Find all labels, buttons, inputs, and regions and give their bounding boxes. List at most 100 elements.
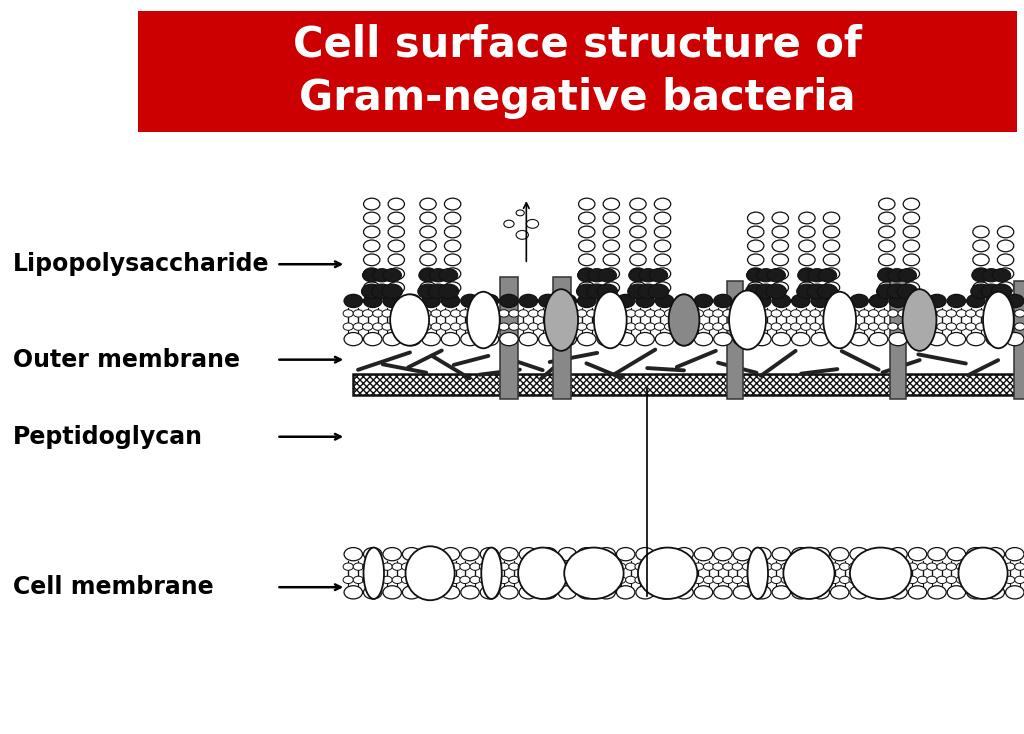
- Circle shape: [444, 226, 461, 238]
- Circle shape: [509, 323, 519, 330]
- Circle shape: [615, 563, 626, 570]
- Circle shape: [928, 333, 946, 346]
- Circle shape: [823, 268, 840, 280]
- Circle shape: [460, 323, 470, 330]
- Circle shape: [440, 323, 451, 330]
- Circle shape: [373, 269, 391, 282]
- Circle shape: [557, 563, 567, 570]
- Circle shape: [757, 269, 775, 282]
- Circle shape: [753, 294, 771, 308]
- Circle shape: [684, 563, 694, 570]
- Circle shape: [748, 282, 764, 294]
- Circle shape: [840, 576, 850, 584]
- Circle shape: [723, 576, 733, 584]
- Circle shape: [966, 323, 976, 330]
- Circle shape: [995, 310, 1006, 317]
- Circle shape: [596, 323, 606, 330]
- Circle shape: [353, 576, 364, 584]
- Circle shape: [558, 586, 577, 599]
- Circle shape: [995, 563, 1006, 570]
- Circle shape: [578, 333, 596, 346]
- Circle shape: [898, 310, 908, 317]
- Circle shape: [577, 323, 587, 330]
- Circle shape: [519, 333, 538, 346]
- Circle shape: [879, 240, 895, 252]
- Circle shape: [748, 268, 764, 280]
- Circle shape: [820, 310, 830, 317]
- Circle shape: [444, 198, 461, 210]
- Circle shape: [383, 586, 401, 599]
- Circle shape: [428, 284, 449, 299]
- Circle shape: [402, 294, 421, 308]
- Circle shape: [518, 310, 528, 317]
- Circle shape: [898, 563, 908, 570]
- Circle shape: [548, 310, 558, 317]
- Circle shape: [603, 240, 620, 252]
- Circle shape: [889, 548, 907, 561]
- Circle shape: [504, 220, 514, 228]
- Circle shape: [781, 323, 792, 330]
- Circle shape: [976, 310, 986, 317]
- Circle shape: [703, 576, 714, 584]
- Circle shape: [1015, 323, 1024, 330]
- Circle shape: [665, 563, 675, 570]
- Circle shape: [509, 563, 519, 570]
- Circle shape: [792, 586, 810, 599]
- Circle shape: [444, 282, 461, 294]
- Circle shape: [973, 282, 989, 294]
- Circle shape: [850, 333, 868, 346]
- Ellipse shape: [545, 289, 578, 351]
- Circle shape: [898, 323, 908, 330]
- Circle shape: [388, 198, 404, 210]
- Circle shape: [946, 563, 956, 570]
- Circle shape: [879, 268, 895, 280]
- Circle shape: [364, 240, 380, 252]
- Circle shape: [799, 268, 815, 280]
- Circle shape: [798, 269, 816, 282]
- Circle shape: [903, 198, 920, 210]
- Circle shape: [888, 269, 906, 282]
- Circle shape: [859, 576, 869, 584]
- Circle shape: [918, 323, 928, 330]
- Circle shape: [579, 198, 595, 210]
- Circle shape: [500, 333, 518, 346]
- Circle shape: [791, 563, 801, 570]
- Circle shape: [956, 563, 967, 570]
- Circle shape: [645, 323, 655, 330]
- Circle shape: [927, 563, 937, 570]
- Circle shape: [630, 198, 646, 210]
- Ellipse shape: [748, 548, 768, 599]
- Bar: [138, 11, 1017, 132]
- Circle shape: [418, 284, 438, 299]
- Circle shape: [626, 310, 636, 317]
- Circle shape: [684, 310, 694, 317]
- Circle shape: [630, 240, 646, 252]
- Circle shape: [888, 310, 898, 317]
- Circle shape: [402, 333, 421, 346]
- Circle shape: [615, 310, 626, 317]
- Circle shape: [732, 310, 742, 317]
- Circle shape: [654, 254, 671, 266]
- Circle shape: [781, 576, 792, 584]
- Circle shape: [383, 548, 401, 561]
- Circle shape: [639, 269, 657, 282]
- Circle shape: [630, 268, 646, 280]
- Circle shape: [539, 548, 557, 561]
- Circle shape: [772, 254, 788, 266]
- Circle shape: [635, 576, 645, 584]
- Circle shape: [388, 212, 404, 224]
- Circle shape: [781, 563, 792, 570]
- Circle shape: [703, 563, 714, 570]
- Circle shape: [373, 576, 383, 584]
- Circle shape: [364, 212, 380, 224]
- Circle shape: [693, 323, 703, 330]
- Circle shape: [630, 282, 646, 294]
- Circle shape: [362, 310, 373, 317]
- Circle shape: [401, 323, 412, 330]
- Circle shape: [539, 586, 557, 599]
- Circle shape: [771, 310, 781, 317]
- Bar: [727, 281, 743, 399]
- Circle shape: [675, 333, 693, 346]
- Circle shape: [792, 548, 810, 561]
- Ellipse shape: [783, 548, 835, 599]
